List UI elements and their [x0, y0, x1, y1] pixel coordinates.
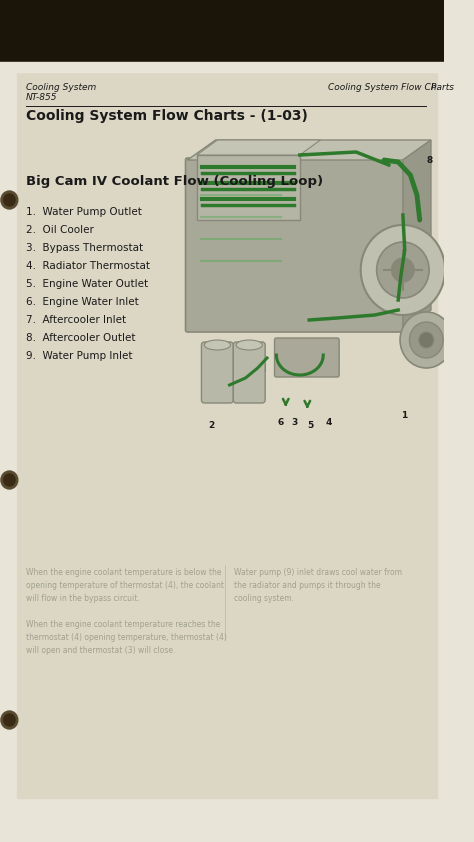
- FancyBboxPatch shape: [274, 338, 339, 377]
- Text: Cooling System: Cooling System: [26, 83, 97, 92]
- Text: 5.  Engine Water Outlet: 5. Engine Water Outlet: [26, 279, 148, 289]
- Polygon shape: [403, 140, 431, 330]
- Text: Cooling System Flow Charts: Cooling System Flow Charts: [328, 83, 454, 92]
- Text: 4.  Radiator Thermostat: 4. Radiator Thermostat: [26, 261, 150, 271]
- Circle shape: [410, 322, 443, 358]
- FancyBboxPatch shape: [233, 342, 265, 403]
- Text: opening temperature of thermostat (4), the coolant: opening temperature of thermostat (4), t…: [26, 581, 224, 590]
- Text: 2: 2: [208, 421, 214, 430]
- Text: 7.  Aftercooler Inlet: 7. Aftercooler Inlet: [26, 315, 127, 325]
- Text: 1.  Water Pump Outlet: 1. Water Pump Outlet: [26, 207, 142, 217]
- Text: 6.  Engine Water Inlet: 6. Engine Water Inlet: [26, 297, 139, 307]
- Bar: [197, 155, 300, 220]
- Polygon shape: [187, 140, 431, 160]
- Bar: [17, 68, 437, 798]
- Circle shape: [419, 332, 434, 348]
- FancyBboxPatch shape: [185, 158, 405, 332]
- Text: 6: 6: [277, 418, 283, 427]
- Text: 3.  Bypass Thermostat: 3. Bypass Thermostat: [26, 243, 143, 253]
- Text: 9.  Water Pump Inlet: 9. Water Pump Inlet: [26, 351, 133, 361]
- Circle shape: [4, 194, 15, 206]
- Text: will open and thermostat (3) will close.: will open and thermostat (3) will close.: [26, 646, 175, 655]
- Circle shape: [4, 474, 15, 486]
- Circle shape: [392, 258, 414, 282]
- Circle shape: [361, 225, 445, 315]
- Text: 4: 4: [325, 418, 331, 427]
- Circle shape: [1, 711, 18, 729]
- Text: Cooling System Flow Charts - (1-03): Cooling System Flow Charts - (1-03): [26, 109, 308, 123]
- FancyBboxPatch shape: [201, 342, 233, 403]
- Circle shape: [1, 471, 18, 489]
- Text: 5: 5: [307, 421, 314, 430]
- Circle shape: [4, 714, 15, 726]
- Bar: [0, 0, 444, 62]
- Text: the radiator and pumps it through the: the radiator and pumps it through the: [234, 581, 381, 590]
- Circle shape: [377, 242, 429, 298]
- Text: 1: 1: [401, 411, 407, 420]
- Ellipse shape: [236, 340, 262, 350]
- Text: Water pump (9) inlet draws cool water from: Water pump (9) inlet draws cool water fr…: [234, 568, 402, 577]
- Text: cooling system.: cooling system.: [234, 594, 294, 603]
- Text: 8.  Aftercooler Outlet: 8. Aftercooler Outlet: [26, 333, 136, 343]
- Circle shape: [1, 191, 18, 209]
- Text: 3: 3: [292, 418, 298, 427]
- Text: 8: 8: [426, 156, 433, 165]
- Text: NT-855: NT-855: [26, 93, 58, 102]
- Text: will flow in the bypass circuit.: will flow in the bypass circuit.: [26, 594, 140, 603]
- Text: When the engine coolant temperature is below the: When the engine coolant temperature is b…: [26, 568, 222, 577]
- Text: thermostat (4) opening temperature, thermostat (4): thermostat (4) opening temperature, ther…: [26, 633, 227, 642]
- Text: Big Cam IV Coolant Flow (Cooling Loop): Big Cam IV Coolant Flow (Cooling Loop): [26, 175, 323, 188]
- Ellipse shape: [204, 340, 230, 350]
- Text: When the engine coolant temperature reaches the: When the engine coolant temperature reac…: [26, 620, 220, 629]
- Text: P: P: [431, 83, 437, 92]
- Text: 2.  Oil Cooler: 2. Oil Cooler: [26, 225, 94, 235]
- Circle shape: [400, 312, 453, 368]
- Polygon shape: [197, 140, 320, 155]
